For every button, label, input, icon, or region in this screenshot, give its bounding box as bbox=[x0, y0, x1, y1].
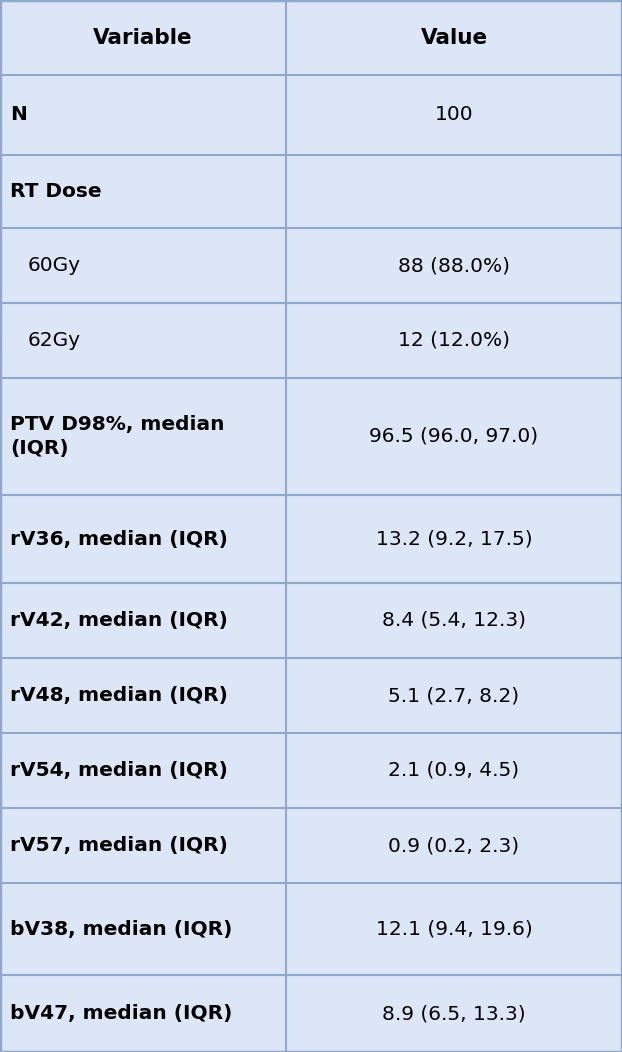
Text: rV57, median (IQR): rV57, median (IQR) bbox=[10, 836, 228, 855]
Text: 2.1 (0.9, 4.5): 2.1 (0.9, 4.5) bbox=[388, 761, 519, 780]
Text: Variable: Variable bbox=[93, 27, 193, 47]
Text: Value: Value bbox=[420, 27, 488, 47]
Text: N: N bbox=[10, 105, 27, 124]
Text: 60Gy: 60Gy bbox=[28, 256, 81, 275]
Text: 62Gy: 62Gy bbox=[28, 331, 81, 350]
Text: 96.5 (96.0, 97.0): 96.5 (96.0, 97.0) bbox=[369, 427, 539, 446]
Text: rV54, median (IQR): rV54, median (IQR) bbox=[10, 761, 228, 780]
Text: 100: 100 bbox=[435, 105, 473, 124]
Text: 13.2 (9.2, 17.5): 13.2 (9.2, 17.5) bbox=[376, 529, 532, 548]
Text: PTV D98%, median
(IQR): PTV D98%, median (IQR) bbox=[10, 416, 225, 458]
Text: rV42, median (IQR): rV42, median (IQR) bbox=[10, 611, 228, 630]
Text: rV48, median (IQR): rV48, median (IQR) bbox=[10, 686, 228, 705]
Text: 12 (12.0%): 12 (12.0%) bbox=[398, 331, 510, 350]
Text: 12.1 (9.4, 19.6): 12.1 (9.4, 19.6) bbox=[376, 919, 532, 938]
Text: 8.4 (5.4, 12.3): 8.4 (5.4, 12.3) bbox=[382, 611, 526, 630]
Text: 88 (88.0%): 88 (88.0%) bbox=[398, 256, 510, 275]
Text: bV38, median (IQR): bV38, median (IQR) bbox=[10, 919, 233, 938]
Text: bV47, median (IQR): bV47, median (IQR) bbox=[10, 1004, 233, 1023]
Text: rV36, median (IQR): rV36, median (IQR) bbox=[10, 529, 228, 548]
Text: 0.9 (0.2, 2.3): 0.9 (0.2, 2.3) bbox=[388, 836, 519, 855]
Text: RT Dose: RT Dose bbox=[10, 182, 101, 201]
Text: 8.9 (6.5, 13.3): 8.9 (6.5, 13.3) bbox=[382, 1004, 526, 1023]
Text: 5.1 (2.7, 8.2): 5.1 (2.7, 8.2) bbox=[388, 686, 519, 705]
